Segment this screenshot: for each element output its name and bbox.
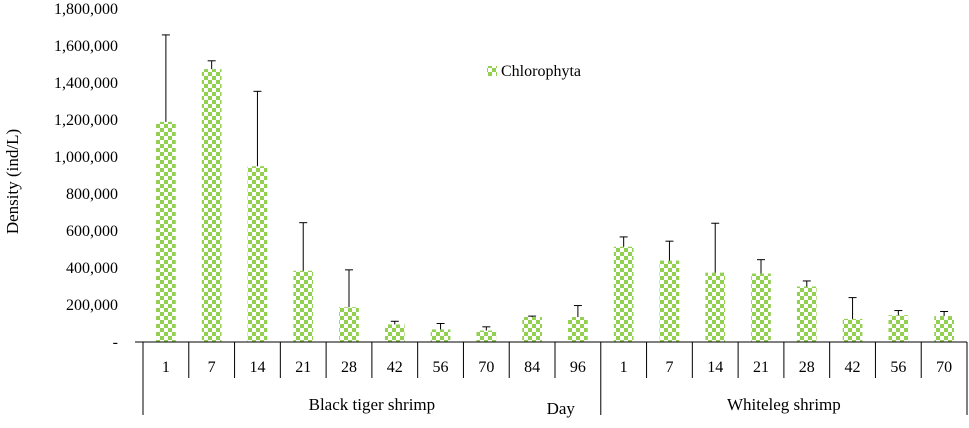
- bar: [796, 286, 817, 342]
- bar: [751, 273, 771, 342]
- bar: [339, 307, 359, 342]
- y-axis-title: Density (ind/L): [3, 129, 22, 234]
- bar: [522, 317, 542, 342]
- bar: [613, 246, 634, 342]
- bar: [201, 69, 222, 342]
- y-tick-label: 1,000,000: [54, 149, 118, 166]
- x-tick-label: 42: [845, 359, 861, 376]
- bar: [568, 317, 588, 342]
- legend-swatch: [487, 66, 497, 76]
- x-tick-label: 96: [570, 359, 586, 376]
- x-tick-label: 1: [620, 359, 628, 376]
- bar: [293, 270, 314, 342]
- x-tick-label: 84: [524, 359, 540, 376]
- bar: [888, 315, 909, 342]
- y-tick-label: 1,200,000: [54, 112, 118, 129]
- x-tick-label: 7: [208, 359, 216, 376]
- x-tick-label: 7: [665, 359, 673, 376]
- bar: [430, 329, 451, 342]
- y-tick-label: 1,400,000: [54, 75, 118, 92]
- x-tick-label: 14: [707, 359, 723, 376]
- x-tick-label: 56: [433, 359, 449, 376]
- x-tick-label: 21: [753, 359, 769, 376]
- y-tick-label: 800,000: [66, 186, 118, 203]
- bar: [659, 260, 680, 342]
- x-tick-label: 42: [387, 359, 403, 376]
- group-label: Black tiger shrimp: [309, 395, 436, 414]
- bar: [247, 166, 268, 342]
- x-tick-label: 56: [890, 359, 906, 376]
- x-tick-label: 1: [162, 359, 170, 376]
- bar: [156, 121, 176, 342]
- x-axis-title: Day: [547, 399, 576, 418]
- y-tick-label: 600,000: [66, 223, 118, 240]
- bar: [842, 318, 863, 342]
- legend-label: Chlorophyta: [501, 63, 581, 80]
- group-label: Whiteleg shrimp: [727, 395, 841, 414]
- y-tick-label: 1,600,000: [54, 38, 118, 55]
- x-tick-label: 21: [295, 359, 311, 376]
- y-tick-label: 200,000: [66, 297, 118, 314]
- bar: [934, 316, 954, 342]
- x-tick-label: 28: [341, 359, 357, 376]
- x-tick-label: 28: [799, 359, 815, 376]
- bar: [476, 330, 497, 342]
- x-tick-label: 14: [249, 359, 265, 376]
- x-tick-label: 70: [936, 359, 952, 376]
- y-tick-label: 400,000: [66, 260, 118, 277]
- y-tick-label: 1,800,000: [54, 1, 118, 18]
- y-tick-label: -: [113, 334, 118, 351]
- x-tick-label: 70: [478, 359, 494, 376]
- bar: [384, 324, 405, 342]
- bar: [705, 272, 726, 342]
